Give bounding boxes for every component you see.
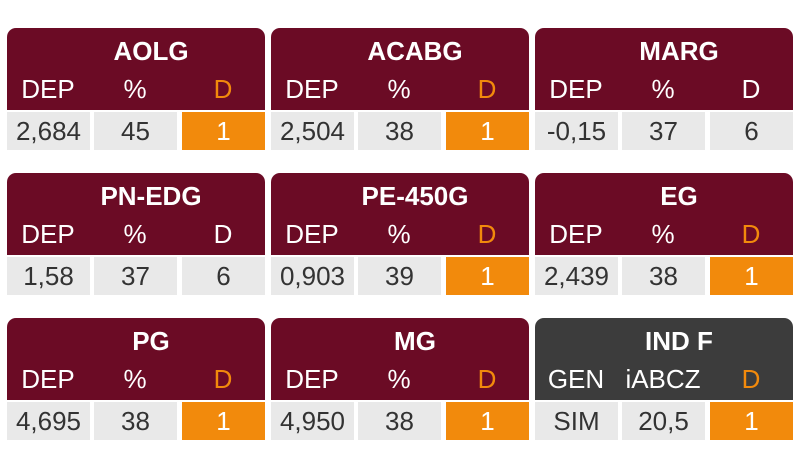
column-header: % xyxy=(651,74,675,104)
card: AOLG DEP% D 2,684 45 1 xyxy=(7,28,265,150)
card-title: PG xyxy=(132,326,170,356)
card-header: PG DEP% D xyxy=(7,318,265,400)
value-cell: 2,504 xyxy=(271,112,354,150)
value-cell: 1 xyxy=(710,257,793,295)
card-title: AOLG xyxy=(113,36,189,66)
value-cell: 0,903 xyxy=(271,257,354,295)
column-header: % xyxy=(123,364,147,394)
value-cell: 1 xyxy=(446,402,529,440)
value-cell: 6 xyxy=(182,257,265,295)
column-header: DEP xyxy=(21,219,75,249)
value-cell: 1,58 xyxy=(7,257,90,295)
column-header: % xyxy=(123,74,147,104)
column-header: D xyxy=(741,364,761,394)
card-title: PE-450G xyxy=(361,181,469,211)
column-header: iABCZ xyxy=(625,364,701,394)
value-cell: 1 xyxy=(182,402,265,440)
column-header: % xyxy=(651,219,675,249)
card-header: PE-450G DEP% D xyxy=(271,173,529,255)
card-header: PN-EDG DEP% D xyxy=(7,173,265,255)
column-header: % xyxy=(387,74,411,104)
card-title: MARG xyxy=(639,36,719,66)
value-cell: 20,5 xyxy=(622,402,705,440)
card: IND F GEN iABCZ D SIM 20,5 1 xyxy=(535,318,793,440)
column-header: D xyxy=(741,219,761,249)
card: MG DEP% D 4,950 38 1 xyxy=(271,318,529,440)
card-title: PN-EDG xyxy=(100,181,202,211)
column-header: DEP xyxy=(285,219,339,249)
column-header: D xyxy=(477,219,497,249)
value-cell: 38 xyxy=(94,402,177,440)
value-cell: 39 xyxy=(358,257,441,295)
column-header: DEP xyxy=(21,364,75,394)
card-header: ACABG DEP% D xyxy=(271,28,529,110)
value-cell: 38 xyxy=(622,257,705,295)
column-header: DEP xyxy=(285,74,339,104)
value-cell: 38 xyxy=(358,112,441,150)
column-header: D xyxy=(477,364,497,394)
value-cell: 1 xyxy=(182,112,265,150)
value-cell: 6 xyxy=(710,112,793,150)
column-header: DEP xyxy=(549,74,603,104)
column-header: DEP xyxy=(21,74,75,104)
value-cell: 1 xyxy=(446,112,529,150)
card: ACABG DEP% D 2,504 38 1 xyxy=(271,28,529,150)
column-header: % xyxy=(387,364,411,394)
card-title: MG xyxy=(394,326,436,356)
value-cell: 38 xyxy=(358,402,441,440)
card-title: ACABG xyxy=(367,36,463,66)
column-header: D xyxy=(213,74,233,104)
value-cell: 2,439 xyxy=(535,257,618,295)
card: PN-EDG DEP% D 1,58 37 6 xyxy=(7,173,265,295)
card-title: IND F xyxy=(645,326,713,356)
column-header: % xyxy=(387,219,411,249)
value-cell: 1 xyxy=(446,257,529,295)
column-header: % xyxy=(123,219,147,249)
column-header: D xyxy=(213,219,233,249)
card: PG DEP% D 4,695 38 1 xyxy=(7,318,265,440)
card-header: EG DEP% D xyxy=(535,173,793,255)
column-header: D xyxy=(213,364,233,394)
card-title: EG xyxy=(660,181,698,211)
column-header: DEP xyxy=(549,219,603,249)
card-header: MARG DEP% D xyxy=(535,28,793,110)
value-cell: 37 xyxy=(622,112,705,150)
column-header: D xyxy=(477,74,497,104)
value-cell: -0,15 xyxy=(535,112,618,150)
column-header: DEP xyxy=(285,364,339,394)
value-cell: 4,950 xyxy=(271,402,354,440)
value-cell: 45 xyxy=(94,112,177,150)
value-cell: 2,684 xyxy=(7,112,90,150)
column-header: D xyxy=(741,74,761,104)
card: MARG DEP% D -0,15 37 6 xyxy=(535,28,793,150)
column-header: GEN xyxy=(547,364,605,394)
card: PE-450G DEP% D 0,903 39 1 xyxy=(271,173,529,295)
card-header: IND F GEN iABCZ D xyxy=(535,318,793,400)
value-cell: SIM xyxy=(535,402,618,440)
value-cell: 4,695 xyxy=(7,402,90,440)
value-cell: 37 xyxy=(94,257,177,295)
card: EG DEP% D 2,439 38 1 xyxy=(535,173,793,295)
card-header: MG DEP% D xyxy=(271,318,529,400)
value-cell: 1 xyxy=(710,402,793,440)
card-header: AOLG DEP% D xyxy=(7,28,265,110)
